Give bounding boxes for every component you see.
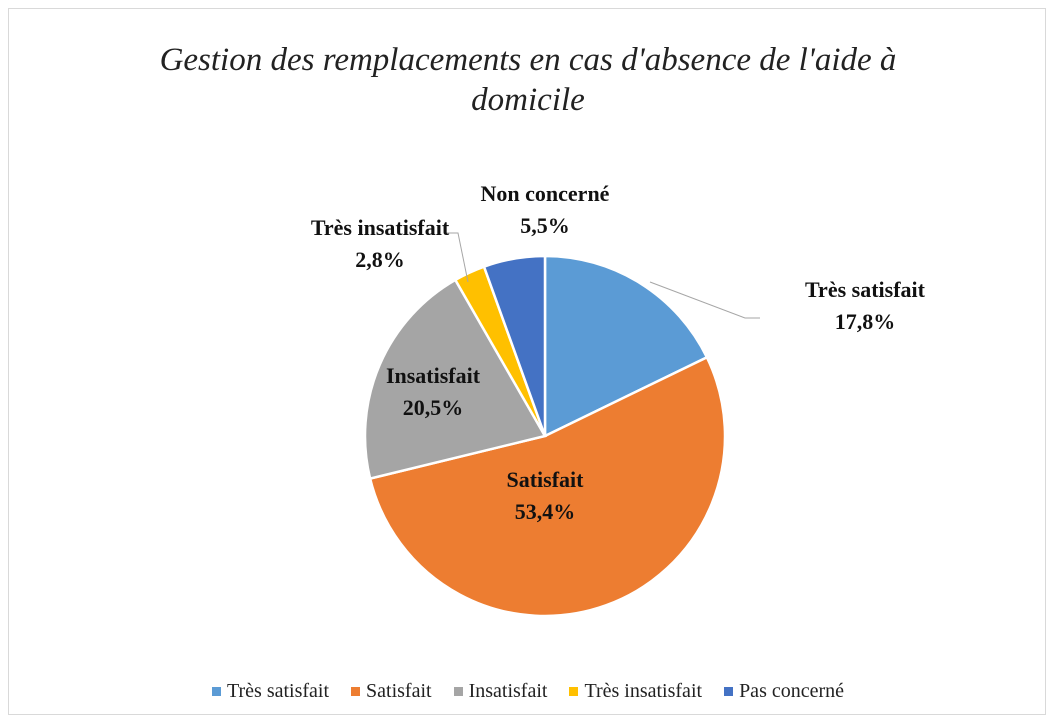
- data-label-name: Insatisfait: [386, 363, 481, 388]
- data-label-name: Satisfait: [507, 467, 585, 492]
- data-label-name: Très satisfait: [805, 277, 926, 302]
- legend: Très satisfait Satisfait Insatisfait Très i…: [0, 680, 1056, 703]
- pie-slice: [482, 254, 547, 437]
- data-label-name: Très insatisfait: [311, 215, 450, 240]
- legend-swatch: [211, 687, 221, 696]
- legend-label: Pas concerné: [739, 680, 845, 702]
- data-label-value: 5,5%: [520, 213, 570, 238]
- legend-item: Pas concerné: [724, 680, 844, 703]
- data-label-value: 2,8%: [355, 247, 405, 272]
- legend-label: Très insatisfait: [584, 680, 703, 702]
- leader-line: [649, 281, 760, 319]
- pie-slice: [368, 355, 727, 618]
- legend-swatch: [351, 687, 361, 696]
- data-label-value: 20,5%: [403, 395, 464, 420]
- chart-title: Gestion des remplacements en cas d'absen…: [159, 42, 897, 118]
- leader-line: [445, 232, 469, 283]
- legend-item: Très insatisfait: [569, 680, 702, 703]
- chart-frame: [8, 8, 1046, 715]
- legend-label: Insatisfait: [468, 680, 548, 702]
- pie-slice: [543, 254, 709, 438]
- legend-swatch: [569, 687, 579, 696]
- legend-swatch: [453, 687, 463, 696]
- legend-label: Satisfait: [366, 680, 432, 702]
- pie-slice: [363, 278, 547, 481]
- legend-item: Satisfait: [351, 680, 432, 703]
- legend-swatch: [724, 687, 734, 696]
- data-label-value: 17,8%: [835, 309, 896, 334]
- data-label-value: 53,4%: [515, 499, 576, 524]
- legend-label: Très satisfait: [226, 680, 330, 702]
- legend-item: Très satisfait: [211, 680, 330, 703]
- data-label-name: Non concerné: [481, 181, 610, 206]
- legend-item: Insatisfait: [453, 680, 548, 703]
